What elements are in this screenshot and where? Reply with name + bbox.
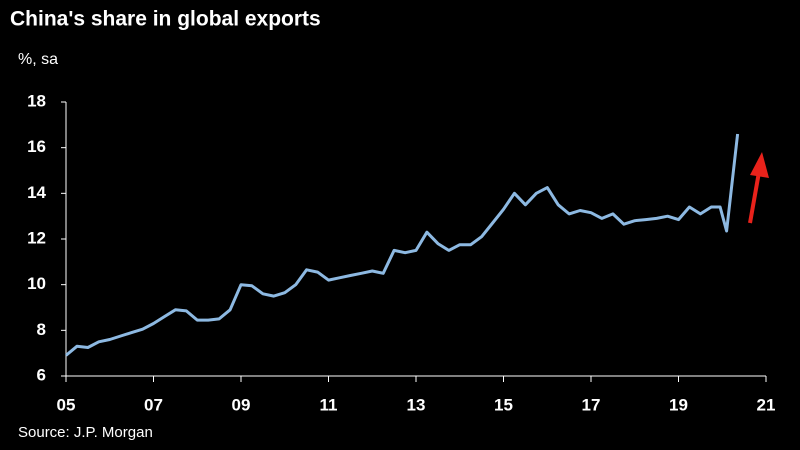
x-tick-label: 21: [757, 395, 776, 414]
red-arrow: [748, 152, 769, 224]
x-tick-label: 19: [669, 395, 688, 414]
source-note: Source: J.P. Morgan: [18, 424, 153, 441]
y-tick-label: 16: [27, 137, 46, 156]
y-tick-label: 18: [27, 91, 46, 110]
x-tick-label: 09: [232, 395, 251, 414]
data-line: [65, 133, 740, 357]
x-tick-label: 11: [320, 395, 338, 414]
chart-title: China's share in global exports: [10, 8, 321, 31]
arrow-shaft: [748, 171, 761, 224]
y-tick-label: 8: [37, 320, 46, 339]
y-tick-label: 12: [27, 228, 46, 247]
x-tick-label: 13: [407, 395, 426, 414]
chart-subtitle: %, sa: [18, 51, 58, 68]
x-tick-label: 05: [57, 395, 76, 414]
arrow-head: [750, 152, 769, 178]
x-tick-label: 15: [494, 395, 513, 414]
y-tick-label: 14: [27, 183, 46, 202]
y-tick-label: 10: [27, 274, 46, 293]
x-tick-label: 07: [144, 395, 163, 414]
y-tick-label: 6: [37, 365, 46, 384]
x-tick-label: 17: [582, 395, 601, 414]
